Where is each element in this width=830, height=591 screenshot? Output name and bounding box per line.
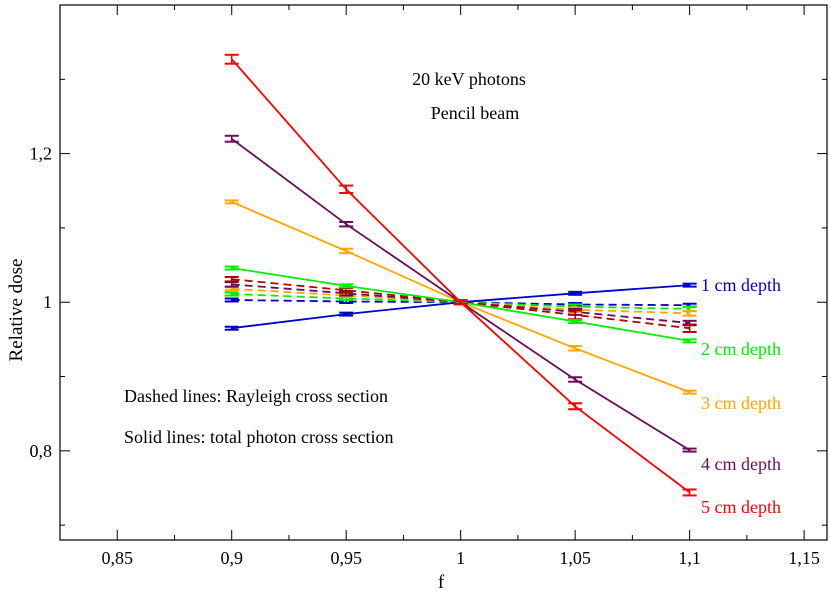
series-label: 4 cm depth	[701, 454, 781, 474]
error-bar	[339, 311, 354, 317]
title-line-1: 20 keV photons	[412, 69, 526, 89]
error-bar	[682, 447, 697, 453]
error-bar	[682, 282, 697, 288]
error-bar	[339, 184, 354, 194]
x-tick-label: 0,9	[220, 548, 243, 568]
series-solid	[224, 199, 697, 395]
error-bar	[224, 199, 239, 205]
plot-frame	[59, 4, 828, 541]
series-label: 3 cm depth	[701, 393, 781, 413]
title-line-2: Pencil beam	[431, 103, 519, 123]
error-bar	[682, 338, 697, 344]
series-solid	[224, 53, 697, 497]
series-line	[231, 283, 690, 324]
error-bar	[224, 134, 239, 143]
series-line	[231, 284, 690, 330]
error-bar	[682, 488, 697, 497]
dashed-lines-note: Dashed lines: Rayleigh cross section	[124, 386, 388, 406]
error-bar	[224, 53, 239, 65]
error-bar	[339, 247, 354, 255]
series-line	[231, 287, 690, 315]
x-tick-label: 0,95	[330, 548, 362, 568]
error-bar	[224, 325, 239, 331]
series-label: 2 cm depth	[701, 339, 781, 359]
error-bar	[224, 291, 239, 297]
x-tick-label: 0,85	[101, 548, 133, 568]
error-bar	[682, 310, 697, 317]
error-bar	[568, 290, 583, 296]
x-axis-label: f	[438, 572, 445, 591]
error-bar	[339, 220, 354, 228]
x-tick-label: 1,05	[559, 548, 591, 568]
y-tick-label: 0,8	[30, 441, 53, 461]
series-line	[231, 293, 690, 310]
y-axis-label: Relative dose	[6, 259, 27, 362]
error-bar	[224, 275, 239, 283]
series-layer	[224, 53, 697, 497]
error-bar	[568, 345, 583, 352]
x-tick-label: 1,15	[788, 548, 820, 568]
series-line	[231, 299, 690, 307]
error-bar	[568, 402, 583, 411]
series-label: 5 cm depth	[701, 497, 781, 517]
error-bar	[453, 298, 468, 306]
error-bar	[682, 323, 697, 333]
series-solid	[224, 282, 697, 331]
series-line	[231, 278, 690, 330]
series-labels-layer: 1 cm depth 2 cm depth 3 cm depth 4 cm depth…	[701, 275, 781, 517]
x-tick-label: 1	[456, 548, 465, 568]
series-label: 1 cm depth	[701, 275, 781, 295]
error-bar	[224, 297, 239, 303]
error-bar	[682, 389, 697, 395]
x-tick-label: 1,1	[678, 548, 701, 568]
error-bar	[568, 376, 583, 383]
error-bar	[568, 319, 583, 325]
y-tick-label: 1	[43, 292, 52, 312]
y-tick-label: 1,2	[30, 144, 53, 164]
solid-lines-note: Solid lines: total photon cross section	[124, 427, 393, 447]
axes-layer: 0,85 0,9 0,95 1 1,05 1,1 1,15 0,8 1 1,2	[30, 5, 827, 568]
error-bar	[339, 283, 354, 289]
error-bar	[224, 265, 239, 271]
